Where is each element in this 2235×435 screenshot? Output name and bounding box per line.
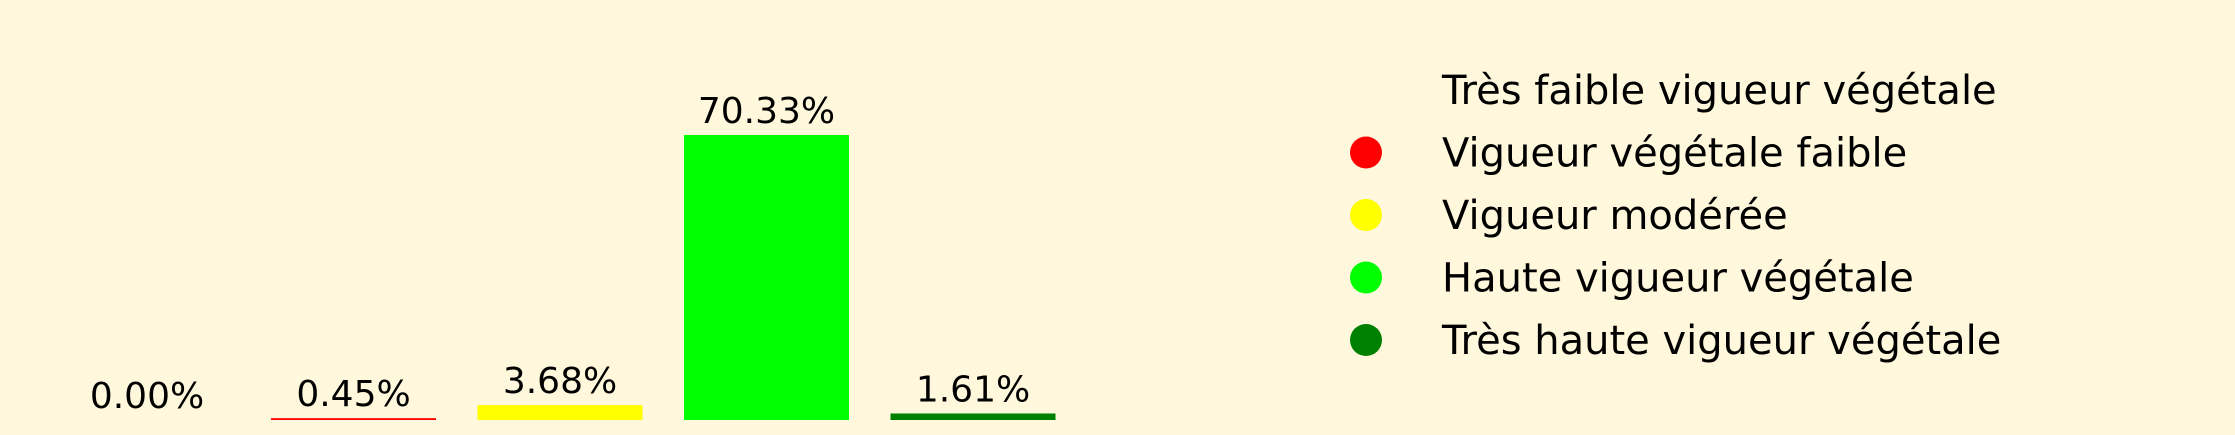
bar-2 [477,405,643,420]
legend-label-0: Très faible vigueur végétale [1441,68,1997,114]
bar-value-label-3: 70.33% [698,91,835,132]
legend-marker-3 [1350,261,1382,294]
legend-label-3: Haute vigueur végétale [1442,256,1914,302]
legend-marker-2 [1350,199,1382,231]
legend-marker-1 [1350,136,1382,169]
bars-group: 0.00% 0.45% 3.68% 70.33% 1.61% [90,91,1056,420]
bar-value-label-4: 1.61% [916,369,1030,410]
legend-marker-0 [1350,74,1382,106]
bar-value-label-1: 0.45% [296,374,410,415]
bar-1 [271,418,436,420]
bar-value-label-2: 3.68% [503,361,617,402]
bar-4 [890,413,1056,420]
legend-label-4: Très haute vigueur végétale [1441,318,2001,364]
legend-label-2: Vigueur modérée [1442,193,1788,239]
legend: Très faible vigueur végétale Vigueur végé… [1350,68,2001,364]
legend-label-1: Vigueur végétale faible [1442,131,1907,177]
bar-value-label-0: 0.00% [90,376,204,417]
bar-3 [684,135,849,420]
legend-marker-4 [1350,324,1382,356]
